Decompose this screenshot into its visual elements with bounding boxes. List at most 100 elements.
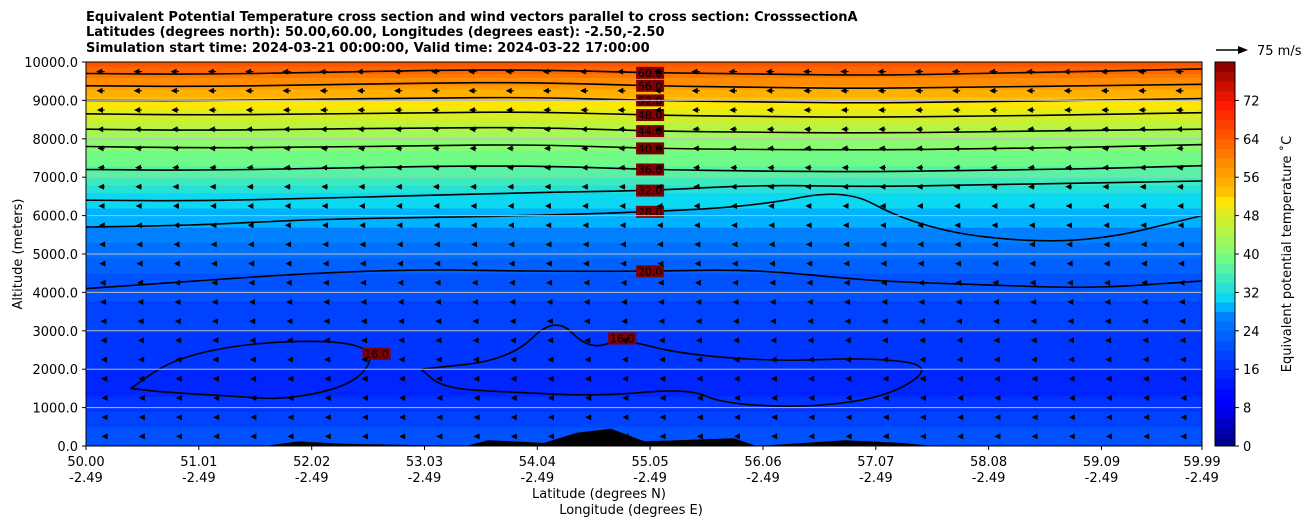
wind-arrow-head	[919, 375, 926, 382]
wind-arrow-head	[1139, 164, 1146, 171]
wind-arrow-head	[133, 87, 140, 94]
field-band	[86, 223, 1202, 228]
field-band	[86, 288, 1202, 293]
wind-arrow-head	[1029, 279, 1036, 286]
wind-arrow-head	[286, 318, 293, 325]
wind-arrow-head	[134, 126, 141, 133]
x-tick-label-lat: 51.01	[180, 455, 217, 470]
x-tick-label-lat: 53.03	[406, 455, 443, 470]
x-tick-label-lat: 52.02	[293, 455, 330, 470]
wind-arrow-head	[954, 241, 961, 248]
wind-arrow-head	[544, 183, 551, 190]
colorbar-segment	[1215, 167, 1235, 178]
wind-arrow-head	[468, 68, 475, 75]
contour-line-44.0	[86, 126, 1202, 134]
wind-arrow-head	[769, 279, 776, 286]
wind-arrow-head	[916, 164, 923, 171]
contour-label-bg	[636, 205, 665, 218]
wind-arrow-head	[658, 318, 665, 325]
wind-arrow-head	[804, 183, 811, 190]
colorbar-segment	[1215, 215, 1235, 226]
colorbar-segment	[1215, 62, 1235, 73]
wind-arrow-head	[396, 241, 403, 248]
wind-arrow-head	[656, 203, 663, 209]
wind-arrow-head	[620, 260, 627, 267]
wind-arrow-head	[508, 260, 515, 267]
colorbar-segment	[1215, 282, 1235, 293]
wind-arrow-head	[622, 433, 629, 440]
wind-arrow-head	[469, 145, 476, 152]
field-band	[86, 311, 1202, 317]
wind-arrow-head	[547, 375, 554, 382]
wind-arrow-head	[914, 87, 921, 94]
field-band	[86, 323, 1202, 328]
x-tick-label-lat: 59.99	[1183, 455, 1220, 470]
colorbar-tick-label: 56	[1243, 171, 1260, 186]
wind-arrow-head	[546, 318, 553, 325]
wind-arrow-head	[286, 299, 293, 305]
wind-arrow-head	[770, 318, 776, 325]
wind-arrow-head	[877, 68, 884, 75]
contour-label-44.0: 44.0	[638, 125, 663, 138]
wind-arrow-head	[250, 414, 257, 421]
wind-arrow-head	[916, 203, 923, 209]
wind-arrow-head	[99, 260, 106, 267]
colorbar-segment	[1215, 71, 1235, 82]
field-band	[86, 234, 1202, 240]
wind-arrow-head	[1141, 279, 1148, 286]
wind-arrow-head	[250, 433, 257, 440]
colorbar-segment	[1215, 388, 1235, 399]
wind-arrow-head	[1068, 375, 1075, 382]
wind-arrow-head	[655, 164, 662, 171]
wind-arrow-head	[431, 68, 437, 75]
wind-arrow-head	[954, 222, 961, 229]
wind-arrow-head	[989, 107, 996, 113]
colorbar-segment	[1215, 330, 1235, 341]
wind-arrow-head	[507, 203, 514, 209]
wind-arrow-head	[992, 299, 999, 305]
wind-arrow-head	[992, 260, 999, 267]
wind-arrow-head	[1175, 87, 1182, 94]
wind-arrow-head	[733, 356, 740, 363]
colorbar-segment	[1215, 177, 1235, 188]
field-band	[86, 296, 1202, 301]
wind-arrow-head	[769, 299, 776, 305]
field-band	[86, 254, 1202, 259]
y-tick-label: 9000.0	[33, 94, 79, 109]
title-line-2: Latitudes (degrees north): 50.00,60.00, …	[86, 25, 665, 40]
wind-arrow-head	[510, 395, 517, 401]
wind-arrow-head	[508, 279, 515, 286]
x-axis-label-latitude: Latitude (degrees N)	[532, 487, 666, 502]
wind-arrow-head	[659, 433, 666, 440]
wind-arrow-head	[543, 145, 550, 152]
wind-arrow-head	[989, 68, 995, 75]
colorbar-segment	[1215, 436, 1235, 447]
wind-arrow-head	[285, 241, 292, 248]
field-band	[86, 326, 1202, 332]
field-band	[86, 173, 1202, 178]
wind-arrow-head	[956, 337, 963, 344]
wind-arrow-head	[473, 414, 480, 421]
wind-arrow-head	[618, 164, 625, 171]
wind-arrow-head	[1066, 279, 1073, 286]
wind-arrow-head	[585, 414, 592, 421]
wind-arrow-head	[732, 318, 739, 325]
wind-arrow-head	[136, 222, 142, 229]
y-tick-label: 6000.0	[33, 210, 79, 225]
wind-arrow-head	[134, 107, 141, 113]
field-band	[86, 261, 1202, 267]
wind-arrow-head	[1101, 145, 1108, 152]
field-band	[86, 300, 1202, 305]
wind-arrow-head	[659, 395, 666, 401]
wind-arrow-head	[101, 356, 107, 363]
field-band	[86, 177, 1202, 182]
colorbar-segment	[1215, 311, 1235, 322]
wind-arrow-head	[621, 318, 628, 325]
wind-arrow-head	[473, 433, 480, 440]
wind-arrow-head	[1063, 68, 1070, 75]
wind-arrow-head	[1176, 145, 1183, 152]
wind-arrow-head	[1027, 164, 1034, 171]
wind-arrow-head	[472, 299, 479, 305]
wind-arrow-head	[249, 337, 256, 344]
wind-arrow-head	[1026, 68, 1033, 75]
